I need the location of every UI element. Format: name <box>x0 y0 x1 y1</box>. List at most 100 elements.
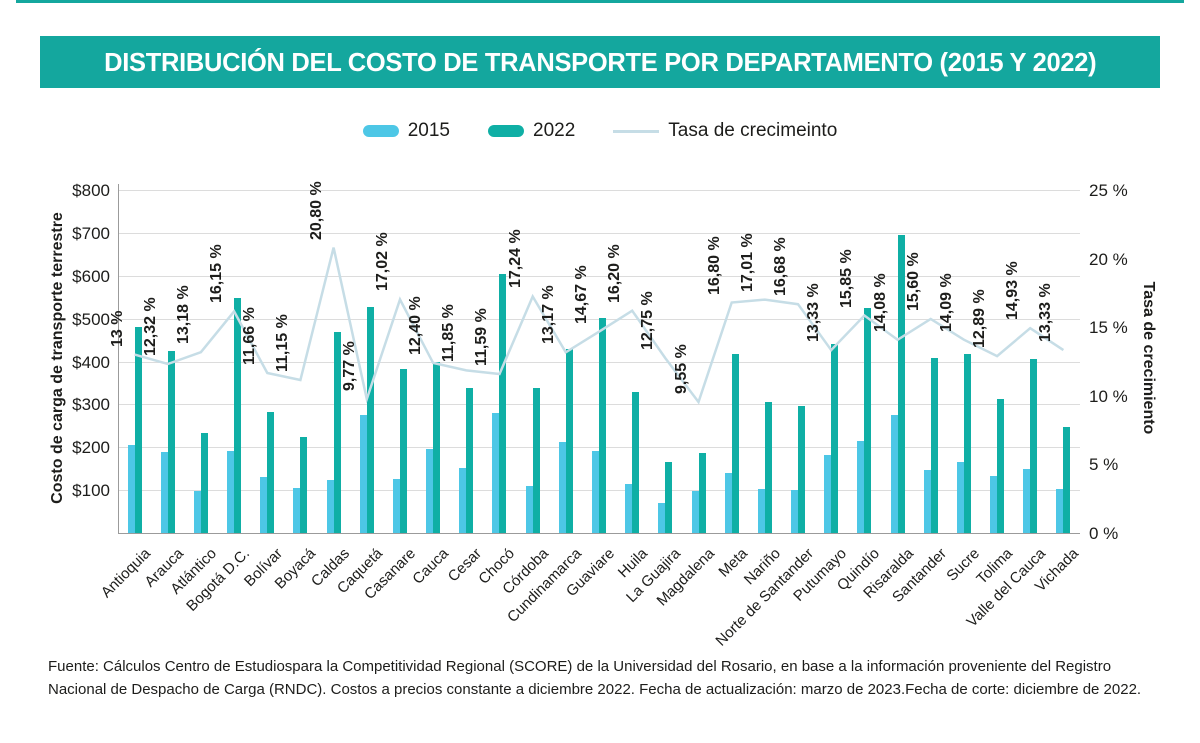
bar-2022-Huila <box>632 391 640 533</box>
growth-rate-label: 16,80 % <box>705 235 723 295</box>
growth-rate-label: 12,40 % <box>407 296 425 355</box>
bar-2022-Antioquia <box>134 327 142 533</box>
right-axis-tick: 15 % <box>1089 318 1128 338</box>
growth-rate-label: 13,33 % <box>805 283 823 343</box>
bar-2022-Caldas <box>333 332 341 533</box>
growth-rate-label: 14,09 % <box>937 272 955 332</box>
bar-2022-Casanare <box>399 369 407 533</box>
growth-rate-label: 11,66 % <box>241 307 259 366</box>
category-label: Cauca <box>409 545 453 588</box>
growth-rate-label: 9,77 % <box>340 341 358 391</box>
right-axis-tick: 10 % <box>1089 386 1128 406</box>
y-axis-tick: $200 <box>72 438 110 458</box>
bar-2015-Huila <box>625 484 633 533</box>
bar-2022-Chocó <box>499 274 507 533</box>
bar-2015-La Guajira <box>658 502 666 533</box>
title-banner: DISTRIBUCIÓN DEL COSTO DE TRANSPORTE POR… <box>40 36 1160 88</box>
y-axis-tick: $400 <box>72 352 110 372</box>
top-accent-strip <box>16 0 1184 3</box>
growth-rate-label: 12,32 % <box>141 297 159 356</box>
bar-2022-Bogotá D.C. <box>234 298 242 533</box>
bar-2022-Tolima <box>997 399 1005 533</box>
growth-rate-label: 13 % <box>108 310 126 347</box>
page-title: DISTRIBUCIÓN DEL COSTO DE TRANSPORTE POR… <box>103 46 1097 77</box>
y-axis-tick: $700 <box>72 223 110 243</box>
legend-swatch-2015 <box>362 125 399 137</box>
bar-2022-Nariño <box>764 401 772 533</box>
bar-2015-Putumayo <box>824 454 832 533</box>
growth-rate-label: 14,08 % <box>871 273 889 332</box>
bar-2022-Magdalena <box>698 453 706 533</box>
growth-rate-label: 12,89 % <box>971 289 989 349</box>
bar-2015-Risaralda <box>890 414 898 533</box>
growth-rate-label: 17,02 % <box>373 232 391 292</box>
right-axis-tick: 20 % <box>1089 249 1128 269</box>
bar-2022-Meta <box>731 353 739 533</box>
bar-2022-Córdoba <box>532 388 540 533</box>
growth-rate-label: 13,17 % <box>539 285 557 345</box>
bar-2015-Atlántico <box>193 490 201 533</box>
growth-rate-label: 16,68 % <box>772 237 790 297</box>
y-axis-tick: $300 <box>72 395 110 415</box>
bar-2022-Atlántico <box>200 433 208 533</box>
bar-2015-Arauca <box>160 452 168 533</box>
growth-rate-label: 16,15 % <box>208 244 226 304</box>
bar-2015-Nariño <box>757 489 765 533</box>
bar-2015-Bogotá D.C. <box>227 450 235 533</box>
bar-2015-Meta <box>724 472 732 533</box>
legend-item-growth-line: Tasa de crecimeinto <box>613 120 837 142</box>
gridline <box>118 190 1080 191</box>
legend-label-2015: 2015 <box>407 120 451 141</box>
growth-rate-label: 15,85 % <box>838 248 856 308</box>
right-axis-tick: 25 % <box>1089 181 1128 200</box>
bar-2015-Caquetá <box>359 415 367 533</box>
growth-rate-label: 14,93 % <box>1004 261 1022 321</box>
bar-2015-Caldas <box>326 479 334 533</box>
bar-2022-Guaviare <box>599 317 606 533</box>
bar-2015-Casanare <box>392 478 400 533</box>
growth-rate-label: 11,59 % <box>473 308 491 366</box>
legend-label-2022: 2022 <box>533 120 576 141</box>
bar-2022-Boyacá <box>300 436 308 533</box>
bar-2022-Valle del Cauca <box>1030 359 1038 533</box>
bar-2022-Risaralda <box>897 235 905 533</box>
bar-2015-Quindío <box>857 440 865 533</box>
bar-2015-Cesar <box>459 467 467 533</box>
legend-label-growth: Tasa de crecimeinto <box>668 120 838 141</box>
right-axis-tick: 5 % <box>1089 455 1119 475</box>
bar-2015-Norte de Santander <box>791 489 799 533</box>
bar-2015-Chocó <box>492 412 500 533</box>
bar-2022-Putumayo <box>831 344 839 533</box>
bottom-axis-line <box>118 533 1080 534</box>
growth-rate-label: 11,15 % <box>274 314 292 373</box>
bar-2015-Cundinamarca <box>558 441 566 533</box>
bar-2015-Antioquia <box>127 445 135 533</box>
source-note: Fuente: Cálculos Centro de Estudiospara … <box>48 658 1142 698</box>
growth-rate-label: 11,85 % <box>440 304 458 363</box>
bar-2015-Boyacá <box>293 487 301 533</box>
bar-2022-Cauca <box>433 361 441 533</box>
growth-rate-label: 16,20 % <box>606 244 624 303</box>
y-axis-tick: $500 <box>72 309 110 329</box>
bar-2015-Sucre <box>956 461 964 533</box>
bar-2015-Santander <box>923 470 931 533</box>
chart-legend: 2015 2022 Tasa de crecimeinto <box>0 118 1200 144</box>
bar-2015-Vichada <box>1056 489 1064 533</box>
bar-2022-Cundinamarca <box>565 348 573 533</box>
bar-2022-Norte de Santander <box>798 405 806 533</box>
y-axis-tick: $100 <box>72 481 110 501</box>
bar-2015-Tolima <box>990 476 998 533</box>
bar-2015-Bolívar <box>260 477 268 533</box>
bar-2022-Quindío <box>864 307 872 533</box>
legend-item-2022: 2022 <box>488 120 575 142</box>
bar-2015-Cauca <box>426 449 434 533</box>
growth-rate-label: 15,60 % <box>904 252 922 311</box>
bar-2022-Arauca <box>167 351 175 533</box>
bar-2015-Guaviare <box>592 450 599 533</box>
bar-2022-Sucre <box>963 354 971 533</box>
growth-rate-label: 14,67 % <box>573 265 590 324</box>
growth-rate-label: 9,55 % <box>672 344 690 394</box>
y-axis-tick: $800 <box>72 181 110 200</box>
growth-rate-label: 17,24 % <box>506 229 524 289</box>
